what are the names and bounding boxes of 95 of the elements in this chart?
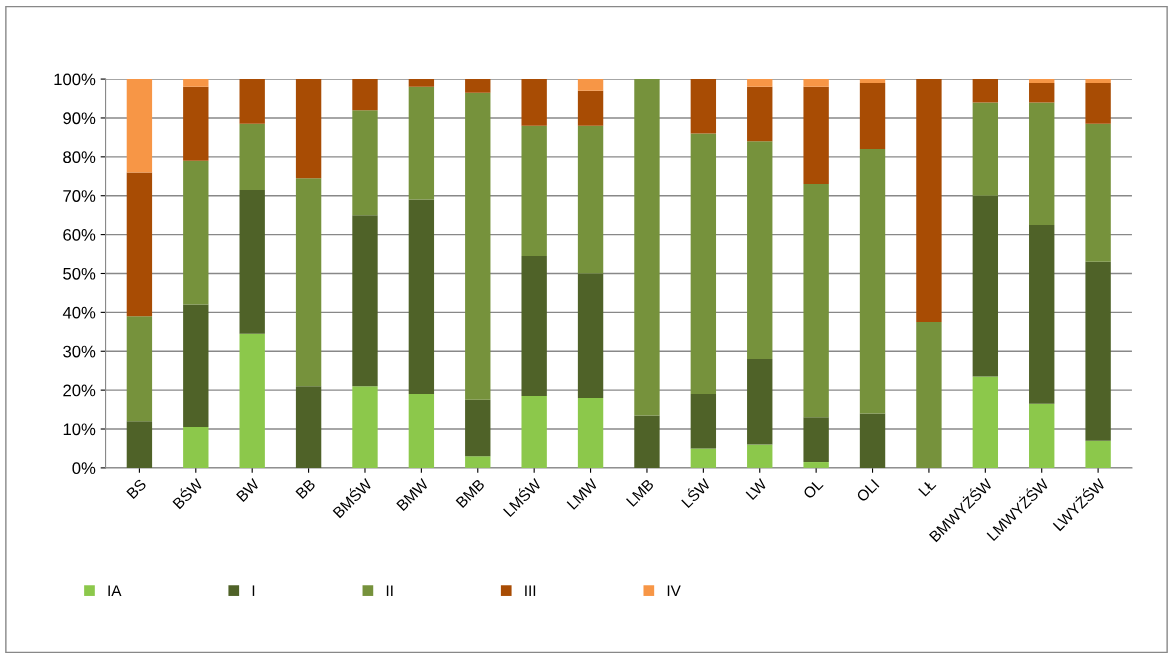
bar xyxy=(183,160,209,305)
bar xyxy=(352,110,378,216)
bar xyxy=(126,172,153,317)
bar xyxy=(239,189,265,334)
bar xyxy=(295,79,322,179)
bar xyxy=(634,415,660,468)
bar xyxy=(239,79,265,124)
bar xyxy=(352,79,378,111)
bar xyxy=(1029,82,1055,103)
bar xyxy=(521,125,547,256)
y-tick-label: 60% xyxy=(63,229,96,241)
bar xyxy=(577,273,604,398)
bar xyxy=(521,395,547,468)
y-tick-label: 30% xyxy=(63,345,96,358)
bar xyxy=(747,359,773,445)
legend-label: II xyxy=(386,585,393,596)
y-tick-label: 10% xyxy=(63,423,96,436)
y-tick-label: 70% xyxy=(63,190,96,202)
bar xyxy=(408,86,435,200)
bar xyxy=(408,79,435,87)
bar xyxy=(465,79,491,93)
bar xyxy=(972,102,999,196)
bar xyxy=(183,79,209,87)
bar xyxy=(1085,261,1111,441)
bar xyxy=(352,386,378,468)
bar xyxy=(521,255,547,396)
bar xyxy=(859,82,886,150)
legend-label: IA xyxy=(108,585,122,596)
bar xyxy=(859,79,886,83)
legend-label: IV xyxy=(667,585,681,596)
y-tick-label: 0% xyxy=(72,462,96,475)
bar xyxy=(747,141,773,360)
bar xyxy=(972,376,999,468)
bar xyxy=(352,215,378,387)
bar xyxy=(690,448,717,468)
bar xyxy=(126,79,153,173)
bar xyxy=(803,417,829,463)
bar xyxy=(1029,102,1055,225)
bar xyxy=(803,462,829,468)
bar xyxy=(465,456,491,468)
bar xyxy=(690,133,717,395)
x-tick-label: OL xyxy=(802,478,824,500)
x-tick-label: BB xyxy=(295,478,316,499)
bar xyxy=(577,397,604,468)
bar xyxy=(465,399,491,457)
bar xyxy=(690,394,717,449)
bar xyxy=(183,304,209,428)
bar xyxy=(747,86,773,142)
x-tick-label: LW xyxy=(745,478,768,500)
x-tick-label: BW xyxy=(236,478,260,502)
bar xyxy=(408,394,435,468)
bar xyxy=(690,79,717,134)
bar xyxy=(803,86,829,185)
bar xyxy=(577,90,604,126)
legend-label: I xyxy=(252,585,255,596)
bar xyxy=(916,79,942,323)
y-tick-label: 80% xyxy=(63,151,96,164)
bar xyxy=(1085,82,1111,124)
bar xyxy=(183,427,209,468)
bar xyxy=(1029,79,1055,83)
bar xyxy=(521,79,547,126)
x-tick-label: BS xyxy=(126,478,147,500)
legend-label: III xyxy=(525,585,536,596)
bar xyxy=(239,333,265,468)
bar xyxy=(747,444,773,468)
bar xyxy=(916,322,942,468)
bar xyxy=(465,92,491,400)
bar xyxy=(126,316,153,422)
bar xyxy=(1085,440,1111,468)
bar xyxy=(1029,403,1055,468)
bar xyxy=(747,79,773,87)
bar xyxy=(577,79,604,91)
y-tick-label: 50% xyxy=(63,267,96,280)
y-tick-label: 100% xyxy=(54,73,96,86)
bar xyxy=(1085,123,1111,262)
bar xyxy=(859,413,886,468)
y-tick-label: 90% xyxy=(63,112,96,125)
bar xyxy=(183,86,209,161)
bar xyxy=(803,184,829,418)
x-tick-label: OLI xyxy=(855,478,880,503)
bar xyxy=(972,79,999,103)
y-tick-label: 40% xyxy=(62,306,96,319)
bar xyxy=(634,79,660,416)
bar xyxy=(859,149,886,414)
bar xyxy=(1029,224,1055,404)
y-tick-label: 20% xyxy=(63,384,96,397)
bar xyxy=(239,123,265,190)
bar xyxy=(126,421,153,468)
bar xyxy=(295,178,322,387)
bar xyxy=(577,125,604,274)
bar xyxy=(295,386,322,468)
bar xyxy=(1085,79,1111,83)
bar xyxy=(972,195,999,377)
bar xyxy=(803,79,829,87)
bar xyxy=(408,199,435,395)
